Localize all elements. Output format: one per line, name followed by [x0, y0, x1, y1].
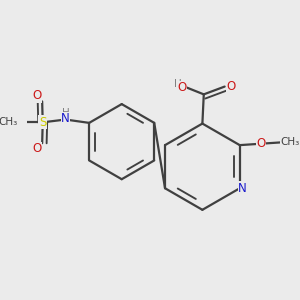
Text: O: O — [32, 89, 41, 102]
Text: N: N — [61, 112, 70, 125]
Text: N: N — [238, 182, 247, 195]
Text: CH₃: CH₃ — [280, 137, 299, 147]
Text: S: S — [39, 116, 46, 129]
Text: H: H — [62, 108, 70, 118]
Text: O: O — [256, 137, 266, 150]
Text: O: O — [177, 82, 186, 94]
Text: CH₃: CH₃ — [0, 117, 18, 127]
Text: O: O — [226, 80, 236, 92]
Text: H: H — [174, 79, 182, 89]
Text: O: O — [32, 142, 41, 155]
